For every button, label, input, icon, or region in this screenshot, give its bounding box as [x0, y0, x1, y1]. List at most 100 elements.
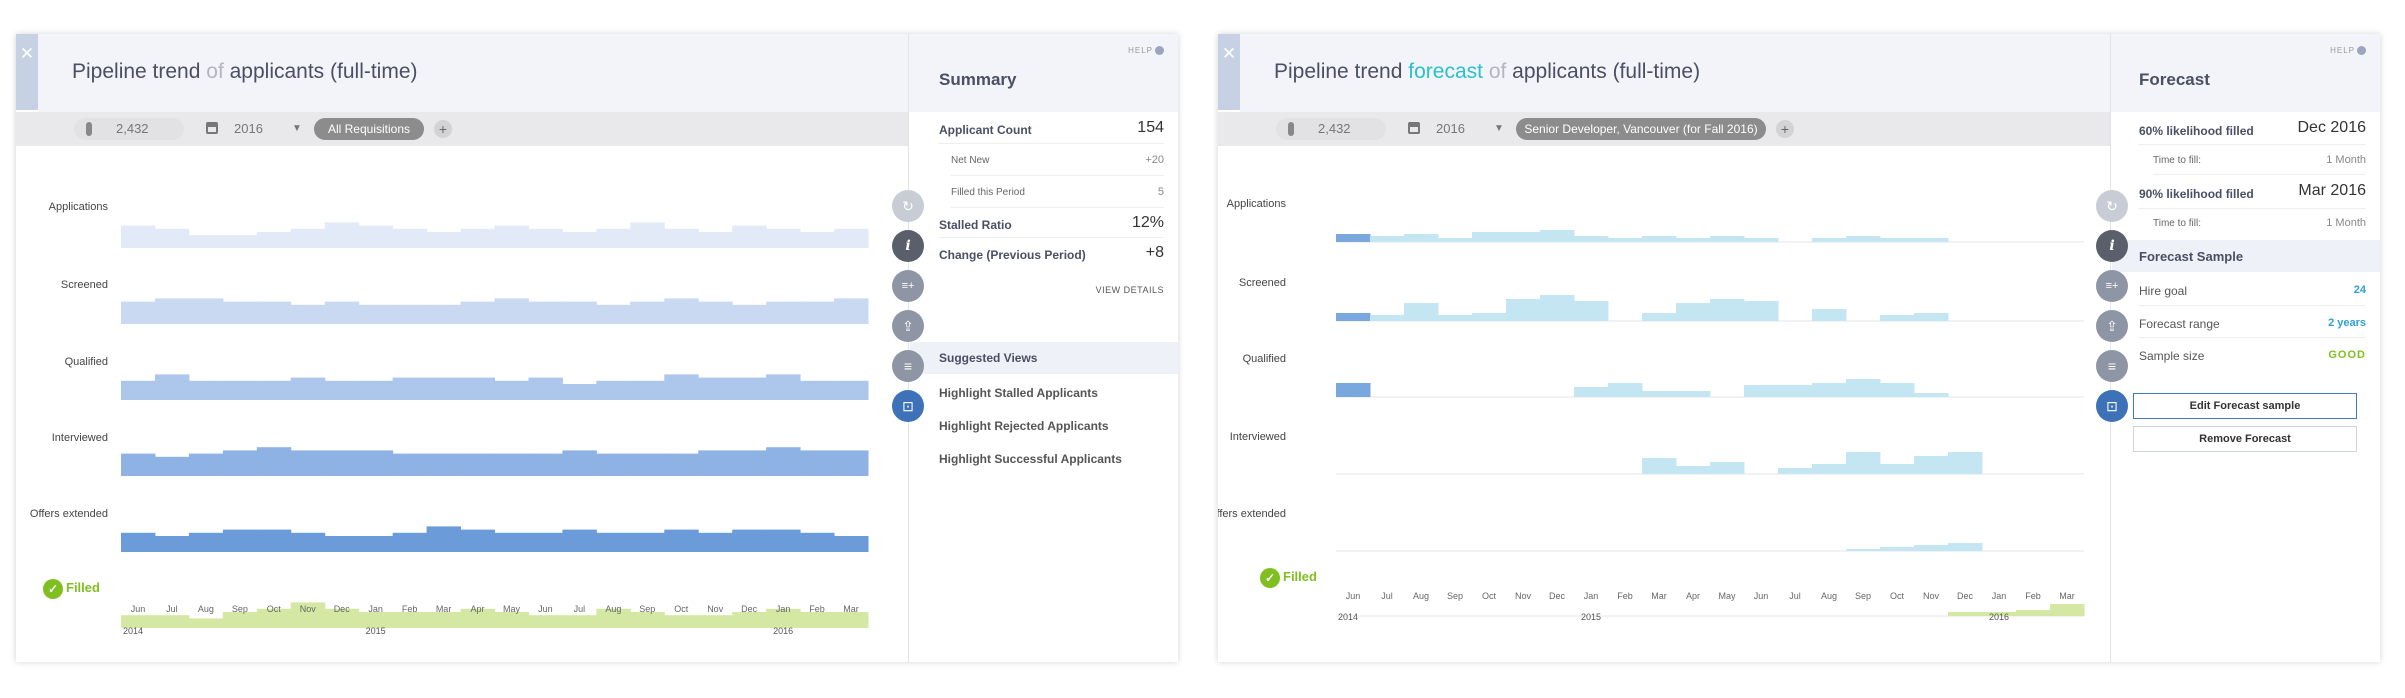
x-tick-label: Jul [1381, 591, 1393, 601]
chart-bar [256, 608, 292, 628]
chart-bar [256, 232, 292, 248]
title-main: Pipeline trend [72, 60, 201, 83]
change-label: Change (Previous Period) [939, 248, 1086, 262]
view-details-link[interactable]: VIEW DETAILS [1095, 285, 1164, 295]
chart-bar [494, 532, 529, 552]
year-value: 2016 [1436, 121, 1465, 136]
chart-bar [562, 529, 597, 552]
requisition-filter[interactable]: Senior Developer, Vancouver (for Fall 20… [1516, 118, 1766, 140]
refresh-button[interactable]: ↻ [2096, 190, 2128, 222]
row-label-interviewed: Interviewed [1229, 431, 1286, 443]
help-link[interactable]: HELP [1128, 46, 1164, 56]
share-button[interactable]: ⇪ [2096, 310, 2128, 342]
chart-bar [1438, 238, 1473, 242]
share-button[interactable]: ⇪ [892, 310, 924, 342]
sort-button[interactable]: ≡ [892, 350, 924, 382]
chart-bar [630, 532, 665, 552]
ttf-label: Time to fill: [2153, 218, 2201, 229]
calendar-icon [1408, 122, 1420, 134]
add-list-button[interactable]: ≡+ [2096, 270, 2128, 302]
row-label-applications: Applications [1226, 198, 1286, 210]
chart-bar [834, 228, 869, 248]
link-highlight-successful[interactable]: Highlight Successful Applicants [939, 452, 1122, 466]
change-value: +8 [1145, 244, 1164, 261]
focus-button[interactable]: ⊡ [2096, 390, 2128, 422]
link-highlight-rejected[interactable]: Highlight Rejected Applicants [939, 419, 1109, 433]
chart-bar [1812, 309, 1847, 321]
chart-bar [766, 447, 801, 476]
stalled-label: Stalled Ratio [939, 218, 1012, 232]
add-filter-button[interactable]: + [1776, 120, 1794, 138]
chart-bar [1540, 295, 1575, 321]
year-select[interactable]: 2016 ▼ [1408, 118, 1508, 140]
chart-bar [664, 228, 699, 248]
chart-bar [1744, 301, 1779, 321]
chart-bar [596, 532, 631, 552]
chart-bar [358, 380, 394, 400]
chart-bar [222, 612, 258, 628]
chart-bar [732, 612, 767, 628]
hire-goal-label: Hire goal [2139, 284, 2188, 298]
likelihood-60-value: Dec 2016 [2297, 119, 2367, 136]
edit-forecast-button[interactable]: Edit Forecast sample [2133, 393, 2357, 419]
chart-bar [1914, 545, 1949, 551]
x-tick-label: Apr [1685, 591, 1700, 601]
help-icon [2357, 46, 2366, 56]
link-highlight-stalled[interactable]: Highlight Stalled Applicants [939, 386, 1098, 400]
sort-button[interactable]: ≡ [2096, 350, 2128, 382]
chart-bar [766, 301, 801, 324]
forecast-header: HELP Forecast [2111, 34, 2380, 112]
chart-bar [596, 228, 631, 248]
chart-bar [426, 453, 462, 476]
close-button[interactable]: ✕ [16, 34, 38, 110]
chart-bar [1472, 313, 1507, 321]
x-tick-label: Nov [1922, 591, 1939, 601]
requisition-filter[interactable]: All Requisitions [314, 118, 424, 140]
chart-bar [562, 384, 597, 400]
add-filter-button[interactable]: + [434, 120, 452, 138]
x-tick-label: Aug [1820, 591, 1837, 601]
year-select[interactable]: 2016 ▼ [206, 118, 306, 140]
close-button[interactable]: ✕ [1218, 34, 1240, 110]
chart-bar [1710, 462, 1745, 474]
chart-bar [426, 377, 462, 400]
row-label-applications: Applications [48, 201, 108, 213]
chart-bar [834, 612, 869, 628]
x-tick-label: Feb [1617, 591, 1633, 601]
refresh-button[interactable]: ↻ [892, 190, 924, 222]
applicant-count-filter[interactable]: 2,432 [1276, 118, 1386, 140]
chart-bar [1744, 385, 1779, 397]
info-button[interactable]: i [892, 230, 924, 262]
info-button[interactable]: i [2096, 230, 2128, 262]
chart-bar [1948, 452, 1983, 474]
help-link[interactable]: HELP [2330, 46, 2366, 56]
net-new-value: +20 [1145, 154, 1164, 166]
panel-header: Pipeline trend of applicants (full-time) [38, 34, 924, 112]
info-icon: i [2109, 238, 2115, 254]
chart-bar [1846, 549, 1881, 551]
x-tick-label: Sep [1854, 591, 1871, 601]
add-list-button[interactable]: ≡+ [892, 270, 924, 302]
chart-bar [1404, 234, 1439, 242]
chart-bar [1370, 315, 1405, 321]
applicant-count-filter[interactable]: 2,432 [74, 118, 184, 140]
filled-period-label: Filled this Period [951, 187, 1025, 198]
add-list-icon: ≡+ [901, 280, 915, 292]
x-tick-label: Jul [573, 604, 586, 614]
x-tick-label: May [502, 604, 520, 614]
likelihood-90-value: Mar 2016 [2298, 182, 2366, 199]
year-value: 2016 [234, 121, 263, 136]
chart-bar [1914, 313, 1949, 321]
focus-button[interactable]: ⊡ [892, 390, 924, 422]
applicant-count-label: Applicant Count [939, 123, 1032, 137]
chart-bar [494, 380, 529, 400]
filled-text: Filled [1283, 569, 1317, 584]
row-label-screened: Screened [1238, 277, 1286, 289]
x-tick-label: Mar [435, 604, 452, 614]
filter-bar: 2,432 2016 ▼ All Requisitions + [16, 112, 908, 146]
remove-forecast-button[interactable]: Remove Forecast [2133, 426, 2357, 452]
chart-bar [1370, 236, 1405, 242]
summary-header: HELP Summary [909, 34, 1178, 112]
hire-goal-row: Hire goal 24 [2139, 272, 2366, 306]
chart-bar [1574, 387, 1609, 397]
